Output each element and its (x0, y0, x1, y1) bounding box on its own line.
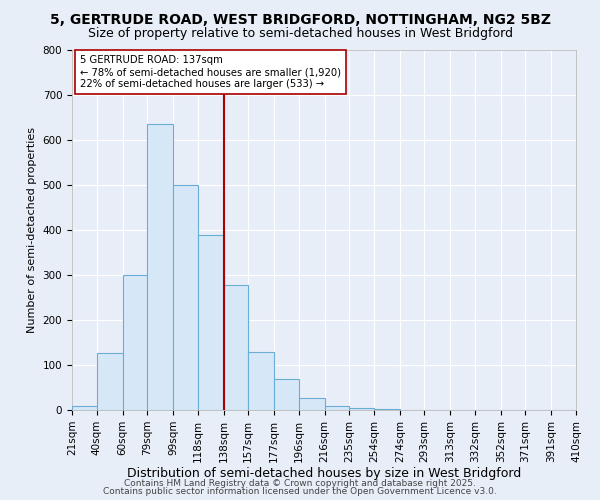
Text: 5 GERTRUDE ROAD: 137sqm
← 78% of semi-detached houses are smaller (1,920)
22% of: 5 GERTRUDE ROAD: 137sqm ← 78% of semi-de… (80, 56, 341, 88)
Bar (147, 124, 173, 410)
Bar (274, 378, 299, 410)
Y-axis label: Number of semi-detached properties: Number of semi-detached properties (27, 127, 37, 333)
Bar (248, 352, 274, 410)
Bar (349, 408, 374, 410)
Bar (173, 185, 197, 410)
Text: 5, GERTRUDE ROAD, WEST BRIDGFORD, NOTTINGHAM, NG2 5BZ: 5, GERTRUDE ROAD, WEST BRIDGFORD, NOTTIN… (49, 12, 551, 26)
Bar (374, 408, 400, 410)
Bar (224, 285, 248, 410)
Bar (299, 398, 325, 410)
Text: Contains public sector information licensed under the Open Government Licence v3: Contains public sector information licen… (103, 487, 497, 496)
Text: Contains HM Land Registry data © Crown copyright and database right 2025.: Contains HM Land Registry data © Crown c… (124, 478, 476, 488)
Bar (197, 236, 224, 410)
Bar (122, 275, 147, 410)
Bar (97, 353, 122, 410)
Text: Size of property relative to semi-detached houses in West Bridgford: Size of property relative to semi-detach… (88, 28, 512, 40)
X-axis label: Distribution of semi-detached houses by size in West Bridgford: Distribution of semi-detached houses by … (127, 468, 521, 480)
Bar (325, 406, 349, 410)
Bar (72, 406, 97, 410)
